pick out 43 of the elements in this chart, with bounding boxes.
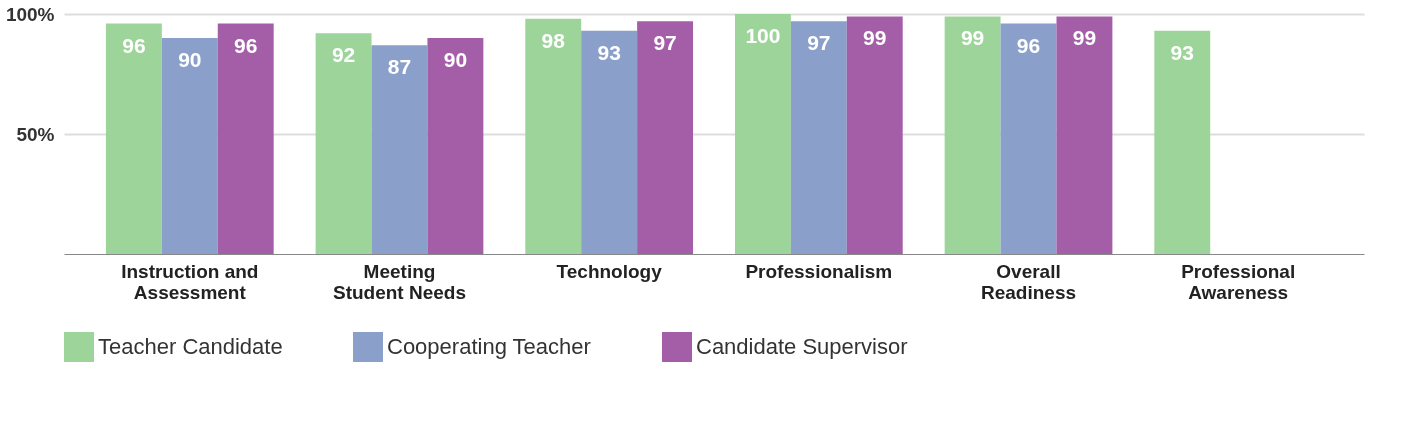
legend-label: Candidate Supervisor: [696, 334, 908, 359]
bar: [315, 33, 372, 254]
data-label: 93: [597, 40, 621, 64]
data-label: 90: [443, 48, 468, 71]
bar: [1000, 23, 1057, 254]
bar: [1056, 16, 1113, 254]
bar: [161, 38, 218, 254]
bar: [846, 16, 903, 254]
legend-label: Cooperating Teacher: [387, 334, 591, 359]
bar: [525, 18, 582, 254]
data-label: 97: [807, 31, 831, 55]
bar: [734, 14, 791, 254]
x-tick-label: Professionalism: [745, 260, 893, 282]
data-label: 96: [234, 33, 258, 57]
bar: [217, 23, 274, 254]
bar: [944, 16, 1001, 254]
x-tick-label: Instruction and Assessment: [121, 260, 259, 303]
bar: [371, 45, 428, 254]
data-label: 98: [541, 28, 566, 52]
data-label: 99: [960, 26, 985, 50]
data-label: 93: [1170, 40, 1194, 64]
data-label: 96: [122, 33, 146, 57]
legend-label: Teacher Candidate: [98, 334, 283, 359]
bar: [637, 21, 694, 254]
y-tick-label: 50%: [16, 123, 55, 145]
bar: [105, 23, 162, 254]
data-label: 100: [745, 24, 781, 47]
data-label: 99: [1072, 26, 1097, 50]
data-label: 97: [653, 31, 677, 55]
data-label: 96: [1016, 33, 1041, 57]
bar: [1154, 30, 1211, 254]
bar: [427, 38, 484, 254]
data-label: 99: [863, 26, 887, 50]
x-tick-label: Meeting Student Needs: [332, 260, 466, 303]
y-tick-label: 100%: [5, 3, 55, 25]
data-label: 87: [387, 55, 412, 79]
x-tick-label: Overall Readiness: [980, 260, 1077, 303]
bar: [581, 30, 638, 254]
x-tick-label: Technology: [556, 260, 663, 282]
data-label: 92: [331, 43, 356, 67]
data-label: 90: [178, 48, 202, 71]
bar: [790, 21, 847, 254]
x-tick-label: Professional Awareness: [1181, 260, 1296, 303]
